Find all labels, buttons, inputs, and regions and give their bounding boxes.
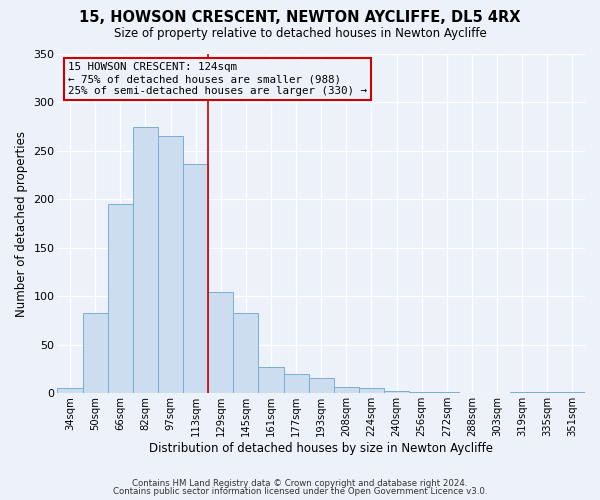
Bar xyxy=(509,392,535,394)
Bar xyxy=(308,378,334,394)
Bar xyxy=(58,388,83,394)
Bar xyxy=(359,388,384,394)
Bar xyxy=(233,313,259,394)
Text: Contains HM Land Registry data © Crown copyright and database right 2024.: Contains HM Land Registry data © Crown c… xyxy=(132,478,468,488)
Bar xyxy=(284,374,308,394)
Bar xyxy=(384,392,409,394)
Bar xyxy=(334,386,359,394)
Bar xyxy=(108,204,133,394)
Bar xyxy=(259,367,284,394)
Text: Contains public sector information licensed under the Open Government Licence v3: Contains public sector information licen… xyxy=(113,487,487,496)
Bar xyxy=(409,392,434,394)
Text: 15, HOWSON CRESCENT, NEWTON AYCLIFFE, DL5 4RX: 15, HOWSON CRESCENT, NEWTON AYCLIFFE, DL… xyxy=(79,10,521,25)
X-axis label: Distribution of detached houses by size in Newton Aycliffe: Distribution of detached houses by size … xyxy=(149,442,493,455)
Bar xyxy=(434,392,460,394)
Bar xyxy=(535,392,560,394)
Bar xyxy=(158,136,183,394)
Bar xyxy=(133,126,158,394)
Text: Size of property relative to detached houses in Newton Aycliffe: Size of property relative to detached ho… xyxy=(113,28,487,40)
Bar xyxy=(560,392,585,394)
Bar xyxy=(208,292,233,394)
Text: 15 HOWSON CRESCENT: 124sqm
← 75% of detached houses are smaller (988)
25% of sem: 15 HOWSON CRESCENT: 124sqm ← 75% of deta… xyxy=(68,62,367,96)
Bar xyxy=(83,313,108,394)
Bar xyxy=(183,164,208,394)
Y-axis label: Number of detached properties: Number of detached properties xyxy=(15,130,28,316)
